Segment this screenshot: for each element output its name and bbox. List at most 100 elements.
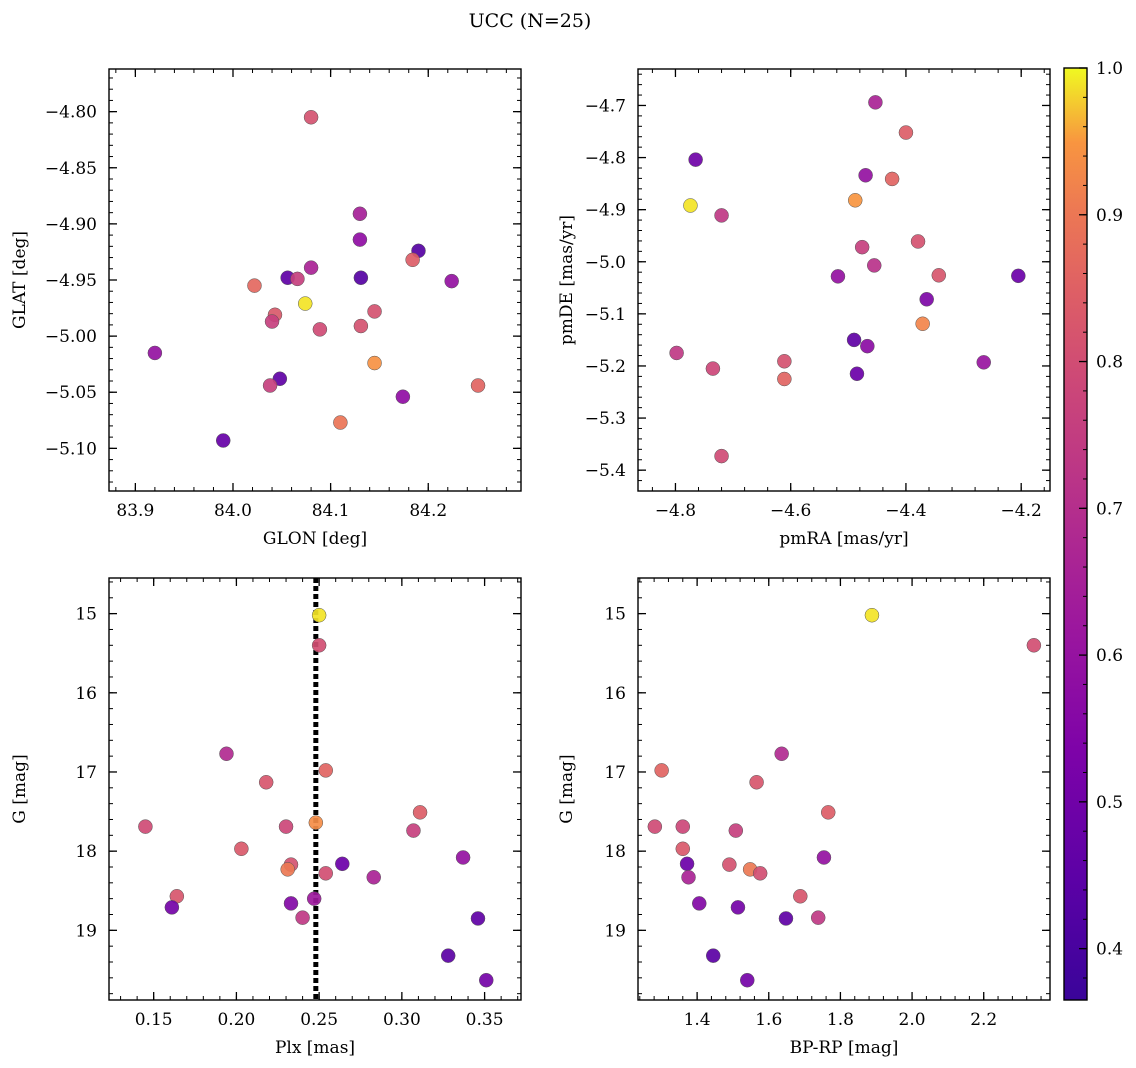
scatter-point <box>470 911 486 926</box>
scatter-point <box>669 345 684 361</box>
panel-bprp-g: 1.4 1.6 1.8 2.0 2.2 15 16 17 18 19 BP-RP [mag] G [m… <box>557 577 1051 1058</box>
scatter-point <box>728 823 744 838</box>
scatter-point <box>931 268 947 283</box>
scatter-point <box>915 316 930 332</box>
figure-suptitle: UCC (N=25) <box>469 10 592 32</box>
scatter-point <box>353 318 369 334</box>
y-axis-label: pmDE [mas/yr] <box>557 215 577 345</box>
scatter-point <box>705 361 721 376</box>
scatter-point <box>675 841 691 857</box>
colorbar: 0.4 0.5 0.6 0.7 0.8 0.9 1.0 <box>1063 59 1123 1001</box>
axes-frame <box>108 577 522 1001</box>
y-tick-label: 18 <box>75 842 97 862</box>
y-tick-label: 15 <box>604 605 626 625</box>
y-tick-label: 19 <box>75 921 97 941</box>
scatter-point <box>264 314 280 329</box>
scatter-point <box>335 856 350 872</box>
scatter-point <box>311 607 327 623</box>
scatter-point <box>353 270 369 286</box>
scatter-point <box>854 239 870 255</box>
scatter-point <box>860 338 875 354</box>
y-axis-label: G [mag] <box>10 754 30 823</box>
scatter-point <box>884 171 900 187</box>
colorbar-ticks: 0.4 0.5 0.6 0.7 0.8 0.9 1.0 <box>1079 59 1123 979</box>
scatter-point <box>147 345 163 361</box>
x-tick-label: 83.9 <box>116 501 154 521</box>
scatter-point <box>138 819 153 834</box>
data-points <box>138 607 494 988</box>
x-tick-label: −4.6 <box>770 501 811 521</box>
scatter-point <box>864 607 880 623</box>
scatter-point <box>847 193 863 208</box>
scatter-point <box>774 746 789 762</box>
scatter-point <box>675 819 691 834</box>
scatter-point <box>740 972 755 988</box>
scatter-point <box>470 378 486 393</box>
scatter-point <box>455 850 471 865</box>
panel-plx-g: 0.15 0.20 0.25 0.30 0.35 15 16 17 18 19 Plx [mas] G… <box>10 577 522 1058</box>
x-tick-label: 0.15 <box>135 1010 173 1030</box>
scatter-point <box>816 850 832 865</box>
x-tick-label: −4.4 <box>885 501 926 521</box>
x-tick-label: 0.30 <box>383 1010 421 1030</box>
y-axis-label: G [mag] <box>557 754 577 823</box>
scatter-point <box>810 910 826 925</box>
scatter-point <box>793 889 808 904</box>
scatter-point <box>262 378 278 393</box>
x-tick-label: 0.20 <box>217 1010 255 1030</box>
x-tick-label: −4.8 <box>655 501 696 521</box>
scatter-point <box>683 198 698 213</box>
scatter-point <box>898 125 914 140</box>
scatter-point <box>479 972 494 988</box>
scatter-point <box>679 856 695 872</box>
y-tick-label: −5.05 <box>45 383 97 403</box>
scatter-point <box>752 866 768 881</box>
scatter-point <box>654 763 669 778</box>
scatter-point <box>303 110 319 125</box>
x-tick-label: −4.2 <box>1001 501 1042 521</box>
scatter-point <box>283 896 299 911</box>
x-tick-label: 84.1 <box>312 501 350 521</box>
y-tick-label: 19 <box>604 921 626 941</box>
y-tick-label: −5.4 <box>585 461 626 481</box>
y-tick-label: −4.90 <box>45 215 97 235</box>
scatter-point <box>280 862 295 877</box>
x-axis-label: GLON [deg] <box>263 529 367 549</box>
scatter-point <box>311 638 327 653</box>
scatter-point <box>777 354 792 369</box>
scatter-point <box>297 296 313 311</box>
x-tick-label: 84.0 <box>214 501 252 521</box>
scatter-point <box>312 322 328 337</box>
y-tick-label: −5.0 <box>585 253 626 273</box>
scatter-point <box>278 819 294 834</box>
axis-ticks <box>109 69 521 491</box>
scatter-point <box>444 273 459 289</box>
scatter-point <box>681 870 696 885</box>
colorbar-tick-label: 0.5 <box>1096 793 1123 813</box>
y-tick-label: −5.00 <box>45 327 97 347</box>
scatter-point <box>867 258 882 273</box>
y-tick-label: 16 <box>75 684 97 704</box>
x-tick-label: 1.4 <box>684 1010 711 1030</box>
colorbar-tick-label: 0.7 <box>1096 499 1123 519</box>
x-tick-label: 0.25 <box>300 1010 338 1030</box>
colorbar-tick-label: 1.0 <box>1096 59 1123 79</box>
scatter-point <box>714 448 729 464</box>
scatter-point <box>303 260 319 275</box>
scatter-point <box>722 857 737 872</box>
scatter-point <box>919 292 934 307</box>
scatter-point <box>308 815 324 830</box>
scatter-point <box>846 332 862 348</box>
colorbar-tick-label: 0.9 <box>1096 206 1123 226</box>
colorbar-tick-label: 0.8 <box>1096 353 1123 373</box>
y-tick-label: −4.7 <box>585 96 626 116</box>
scatter-point <box>164 900 180 915</box>
axes-frame <box>637 68 1051 492</box>
scatter-point <box>647 819 663 834</box>
x-axis-label: BP-RP [mag] <box>790 1038 899 1058</box>
y-tick-label: 17 <box>604 763 626 783</box>
y-tick-label: −4.9 <box>585 201 626 221</box>
scatter-point <box>234 841 249 857</box>
scatter-point <box>318 866 334 881</box>
